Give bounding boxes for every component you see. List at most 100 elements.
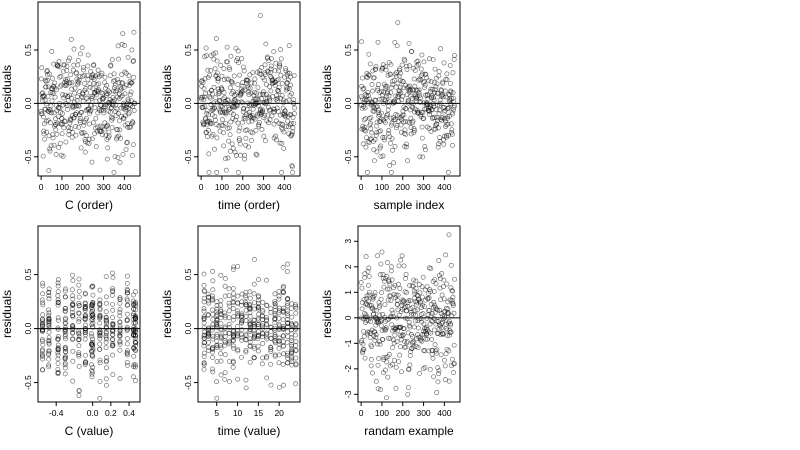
data-point [406, 298, 412, 304]
data-point [432, 66, 438, 72]
data-point [58, 73, 64, 79]
data-point [210, 317, 216, 323]
data-point [39, 111, 45, 117]
data-point [403, 131, 409, 137]
data-point [286, 43, 292, 49]
data-point [285, 313, 291, 319]
data-point [55, 352, 61, 358]
data-point [250, 130, 255, 136]
data-point [272, 109, 278, 114]
data-point [291, 111, 297, 117]
data-point [109, 125, 115, 130]
data-point [435, 365, 441, 371]
data-point [268, 349, 274, 354]
data-point [104, 156, 110, 162]
data-point [362, 271, 368, 277]
data-point [117, 127, 123, 133]
data-point [284, 301, 290, 306]
data-point [90, 120, 96, 126]
x-tick-label: 100 [375, 182, 389, 192]
data-point [40, 90, 46, 96]
data-point [212, 117, 218, 123]
data-point [293, 381, 299, 387]
data-point [228, 148, 233, 154]
data-point [203, 53, 209, 59]
data-point [210, 132, 216, 137]
data-point [102, 74, 108, 80]
data-point [69, 80, 75, 86]
data-point [115, 110, 121, 116]
data-point [89, 322, 95, 328]
data-point [398, 70, 404, 76]
data-point [56, 144, 62, 150]
data-point [398, 84, 403, 90]
data-point [76, 334, 82, 339]
data-point [401, 326, 407, 331]
data-point [381, 137, 387, 143]
data-point [393, 84, 399, 90]
data-point [421, 59, 427, 65]
data-point [435, 125, 441, 131]
y-tick-label: -0.5 [343, 149, 353, 164]
data-point [69, 309, 75, 315]
data-point [103, 274, 109, 279]
data-point [226, 286, 232, 292]
data-point [230, 145, 236, 151]
data-point [377, 303, 383, 309]
data-point [214, 345, 220, 351]
data-point [409, 331, 414, 337]
data-point [47, 120, 53, 126]
data-point [410, 101, 416, 107]
data-point [281, 382, 286, 388]
data-point [61, 125, 67, 131]
data-point [449, 356, 455, 362]
data-point [419, 338, 425, 344]
data-point [443, 252, 449, 258]
data-point [430, 319, 435, 324]
data-point [372, 137, 378, 143]
data-point [447, 63, 453, 68]
data-point [408, 131, 414, 137]
data-point [110, 336, 116, 342]
data-point [222, 352, 228, 358]
data-point [90, 346, 96, 352]
data-point [209, 295, 215, 301]
data-point [105, 88, 111, 94]
data-point [377, 312, 383, 318]
data-point [239, 337, 245, 343]
data-point [83, 304, 88, 310]
data-point [230, 285, 236, 291]
data-point [124, 311, 130, 317]
data-point [404, 66, 410, 72]
data-point [373, 334, 379, 340]
data-point [293, 322, 299, 328]
data-point [272, 301, 278, 307]
data-point [267, 117, 273, 123]
data-point [437, 107, 443, 113]
data-point [231, 73, 237, 79]
data-point [361, 117, 367, 123]
data-point [77, 89, 83, 95]
data-point [372, 329, 378, 335]
data-point [359, 75, 365, 81]
x-tick-label: 0.2 [105, 408, 117, 418]
data-point [100, 95, 106, 101]
data-point [122, 69, 128, 75]
data-point [59, 111, 65, 116]
data-point [85, 73, 90, 79]
data-point [384, 94, 389, 100]
data-point [431, 97, 437, 103]
data-point [222, 276, 228, 282]
data-point [387, 162, 393, 168]
data-point [247, 304, 253, 310]
data-point [388, 298, 394, 303]
data-point [46, 289, 52, 295]
data-point [404, 63, 410, 69]
data-point [282, 111, 288, 116]
data-point [378, 153, 384, 159]
data-point [384, 395, 389, 401]
data-point [103, 104, 109, 110]
data-point [420, 311, 426, 317]
data-point [262, 77, 268, 83]
data-point [446, 132, 452, 138]
